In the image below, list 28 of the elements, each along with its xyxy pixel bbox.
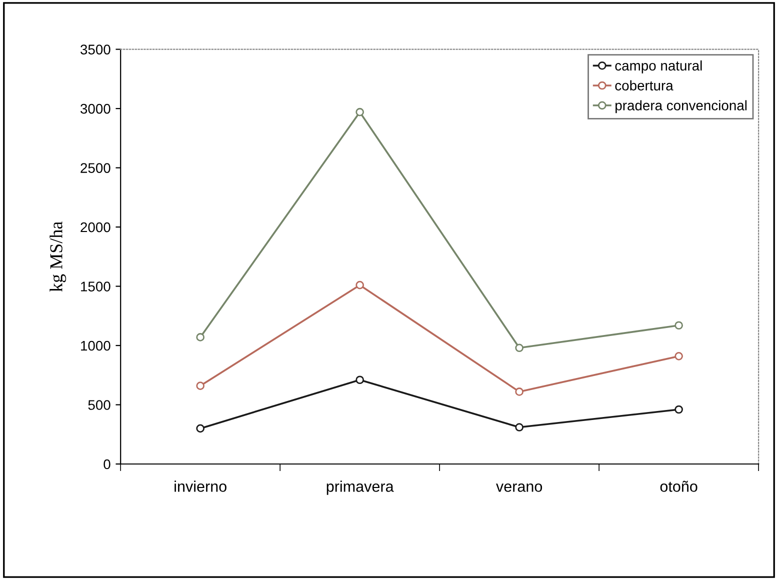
y-axis-title: kg MS/ha [50, 222, 66, 292]
y-tick-label: 1000 [81, 340, 110, 351]
point [674, 321, 683, 330]
point [356, 108, 364, 116]
x-tick-label: otoño [660, 480, 698, 492]
x-tick-label: verano [496, 484, 542, 492]
legend-label: cobertura [615, 80, 674, 91]
legend-label: pradera convencional [616, 100, 747, 114]
y-tick-label: 2500 [80, 163, 110, 173]
y-tick-label: 3000 [80, 104, 110, 114]
point [674, 352, 683, 360]
point [356, 280, 364, 290]
point [515, 344, 524, 352]
point [196, 382, 204, 390]
x-tick-label: invierno [174, 480, 226, 492]
point [674, 405, 683, 414]
y-tick-label: 0 [104, 459, 110, 470]
point [196, 333, 204, 342]
y-tick-label: 2000 [80, 222, 110, 232]
y-tick-label: 1500 [81, 282, 110, 292]
point [515, 388, 524, 396]
point [196, 424, 204, 433]
x-tick-label: primavera [326, 480, 394, 495]
y-tick-label: 500 [88, 400, 110, 410]
point [356, 376, 364, 384]
y-tick-label: 3500 [80, 44, 110, 54]
point [515, 423, 524, 432]
legend-label: campo natural [615, 60, 702, 74]
